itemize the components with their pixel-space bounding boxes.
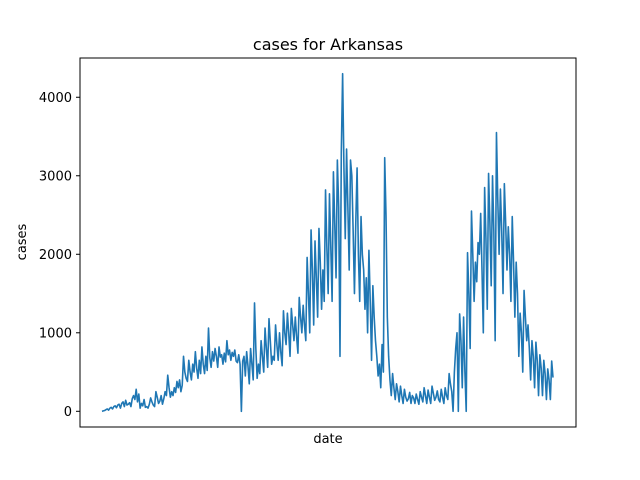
chart-title: cases for Arkansas [253, 35, 403, 54]
y-tick-label: 4000 [39, 91, 72, 106]
y-tick-label: 3000 [39, 169, 72, 184]
y-tick-label: 2000 [39, 248, 72, 263]
y-axis: 0 1000 2000 3000 4000 [39, 91, 80, 420]
y-tick-label: 1000 [39, 326, 72, 341]
y-axis-label: cases [15, 223, 30, 260]
plot-area [79, 57, 577, 428]
series-line [101, 72, 554, 413]
plot-frame [79, 57, 577, 428]
y-tick-label: 0 [64, 405, 72, 420]
x-axis-label: date [313, 432, 342, 447]
